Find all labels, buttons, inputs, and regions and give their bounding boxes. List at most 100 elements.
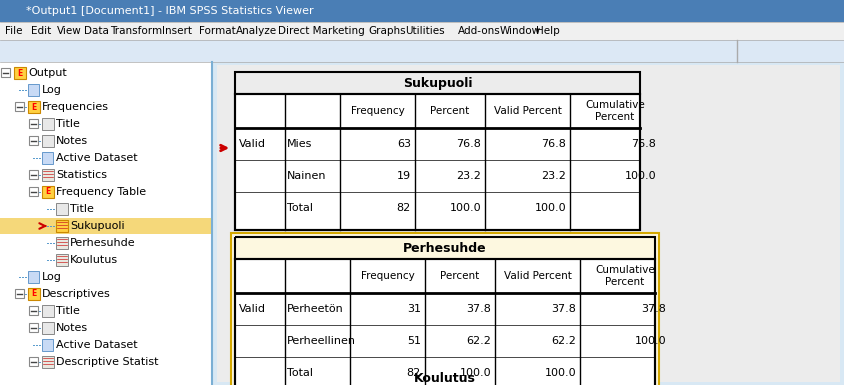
Text: 37.8: 37.8 xyxy=(550,304,576,314)
Text: 100.0: 100.0 xyxy=(449,203,480,213)
Text: E: E xyxy=(46,187,51,196)
Text: Notes: Notes xyxy=(56,136,88,146)
FancyBboxPatch shape xyxy=(28,101,40,113)
Text: Frequency: Frequency xyxy=(360,271,414,281)
Text: 82: 82 xyxy=(406,368,420,378)
FancyBboxPatch shape xyxy=(217,65,839,382)
FancyBboxPatch shape xyxy=(42,305,54,317)
Text: 51: 51 xyxy=(407,336,420,346)
FancyBboxPatch shape xyxy=(0,218,212,234)
FancyBboxPatch shape xyxy=(56,237,68,249)
FancyBboxPatch shape xyxy=(42,356,54,368)
FancyBboxPatch shape xyxy=(15,102,24,111)
FancyBboxPatch shape xyxy=(0,0,844,22)
FancyBboxPatch shape xyxy=(0,62,212,385)
Text: Valid Percent: Valid Percent xyxy=(503,271,571,281)
Text: Valid: Valid xyxy=(239,304,266,314)
FancyBboxPatch shape xyxy=(42,118,54,130)
Text: 62.2: 62.2 xyxy=(550,336,576,346)
Text: Graphs: Graphs xyxy=(368,26,405,36)
Text: Log: Log xyxy=(42,272,62,282)
FancyBboxPatch shape xyxy=(29,187,38,196)
Text: Direct Marketing: Direct Marketing xyxy=(278,26,365,36)
Text: *Output1 [Document1] - IBM SPSS Statistics Viewer: *Output1 [Document1] - IBM SPSS Statisti… xyxy=(26,6,313,16)
Text: File: File xyxy=(5,26,23,36)
Text: Perhesuhde: Perhesuhde xyxy=(403,241,486,254)
Text: Title: Title xyxy=(56,306,80,316)
Text: Active Dataset: Active Dataset xyxy=(56,153,138,163)
FancyBboxPatch shape xyxy=(1,68,10,77)
FancyBboxPatch shape xyxy=(42,135,54,147)
FancyBboxPatch shape xyxy=(235,94,639,230)
Text: 37.8: 37.8 xyxy=(641,304,665,314)
Text: Total: Total xyxy=(287,368,312,378)
Text: Valid Percent: Valid Percent xyxy=(493,106,560,116)
Text: 76.8: 76.8 xyxy=(630,139,655,149)
FancyBboxPatch shape xyxy=(29,119,38,128)
Text: Title: Title xyxy=(70,204,94,214)
Text: E: E xyxy=(31,290,36,298)
FancyBboxPatch shape xyxy=(29,357,38,366)
Text: 37.8: 37.8 xyxy=(466,304,490,314)
FancyBboxPatch shape xyxy=(29,136,38,145)
Text: Descriptive Statist: Descriptive Statist xyxy=(56,357,159,367)
Text: Perheetön: Perheetön xyxy=(287,304,344,314)
Text: 100.0: 100.0 xyxy=(533,203,565,213)
Text: Valid: Valid xyxy=(239,139,266,149)
Text: Sukupuoli: Sukupuoli xyxy=(70,221,124,231)
Text: Window: Window xyxy=(499,26,540,36)
FancyBboxPatch shape xyxy=(29,170,38,179)
FancyBboxPatch shape xyxy=(230,233,658,385)
Text: Log: Log xyxy=(42,85,62,95)
Text: Koulutus: Koulutus xyxy=(414,372,475,385)
FancyBboxPatch shape xyxy=(42,186,54,198)
FancyBboxPatch shape xyxy=(0,40,844,62)
FancyBboxPatch shape xyxy=(0,22,844,40)
Text: Frequencies: Frequencies xyxy=(42,102,109,112)
Text: Perheellinen: Perheellinen xyxy=(287,336,355,346)
FancyBboxPatch shape xyxy=(42,322,54,334)
Text: Statistics: Statistics xyxy=(56,170,107,180)
FancyBboxPatch shape xyxy=(29,306,38,315)
FancyBboxPatch shape xyxy=(42,169,54,181)
FancyBboxPatch shape xyxy=(56,220,68,232)
Text: Edit: Edit xyxy=(31,26,51,36)
Text: E: E xyxy=(18,69,23,77)
Text: Utilities: Utilities xyxy=(404,26,444,36)
Text: 100.0: 100.0 xyxy=(544,368,576,378)
Text: Help: Help xyxy=(536,26,560,36)
Text: 31: 31 xyxy=(407,304,420,314)
Text: Koulutus: Koulutus xyxy=(70,255,118,265)
Text: 62.2: 62.2 xyxy=(466,336,490,346)
Text: E: E xyxy=(31,102,36,112)
FancyBboxPatch shape xyxy=(28,271,39,283)
FancyBboxPatch shape xyxy=(42,152,53,164)
Text: Perhesuhde: Perhesuhde xyxy=(70,238,136,248)
Text: Total: Total xyxy=(287,203,312,213)
Text: 100.0: 100.0 xyxy=(634,336,665,346)
Text: Cumulative
Percent: Cumulative Percent xyxy=(584,100,644,122)
Text: Transform: Transform xyxy=(110,26,162,36)
FancyBboxPatch shape xyxy=(14,67,26,79)
FancyBboxPatch shape xyxy=(28,84,39,96)
FancyBboxPatch shape xyxy=(28,288,40,300)
Text: 23.2: 23.2 xyxy=(456,171,480,181)
FancyBboxPatch shape xyxy=(15,289,24,298)
Text: Cumulative
Percent: Cumulative Percent xyxy=(594,265,654,287)
Text: View: View xyxy=(57,26,82,36)
FancyBboxPatch shape xyxy=(56,203,68,215)
Text: Active Dataset: Active Dataset xyxy=(56,340,138,350)
Text: Output: Output xyxy=(28,68,67,78)
Text: Notes: Notes xyxy=(56,323,88,333)
Text: Add-ons: Add-ons xyxy=(457,26,500,36)
Text: 82: 82 xyxy=(397,203,410,213)
FancyBboxPatch shape xyxy=(235,259,654,385)
Text: 76.8: 76.8 xyxy=(540,139,565,149)
Text: 76.8: 76.8 xyxy=(456,139,480,149)
Text: Format: Format xyxy=(199,26,235,36)
Text: Nainen: Nainen xyxy=(287,171,326,181)
Text: 100.0: 100.0 xyxy=(459,368,490,378)
Text: Percent: Percent xyxy=(440,271,479,281)
Text: Insert: Insert xyxy=(162,26,192,36)
FancyBboxPatch shape xyxy=(29,323,38,332)
